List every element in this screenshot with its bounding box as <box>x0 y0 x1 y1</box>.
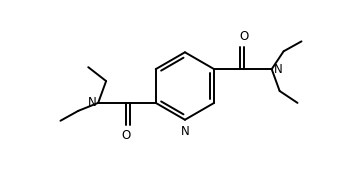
Text: O: O <box>239 30 249 43</box>
Text: N: N <box>87 96 96 109</box>
Text: N: N <box>274 63 282 76</box>
Text: N: N <box>181 125 189 138</box>
Text: O: O <box>121 129 131 142</box>
